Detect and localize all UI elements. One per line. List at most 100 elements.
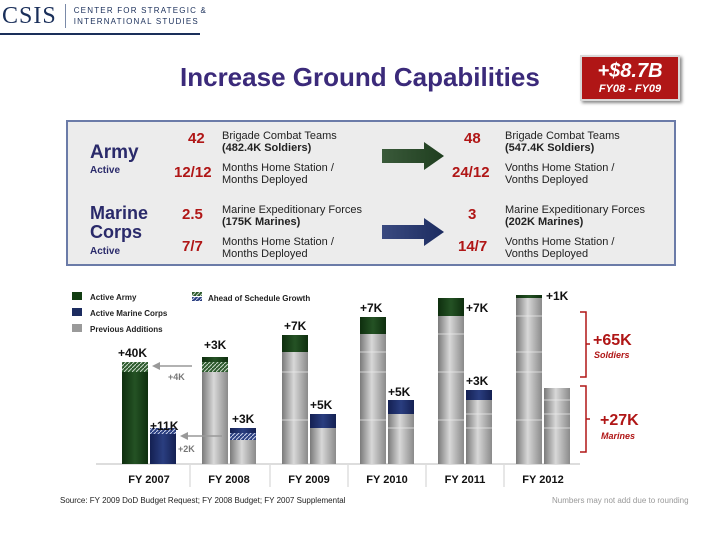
bar-fy2009-army-previous — [282, 352, 308, 464]
marine-from-ratio: 7/7 — [182, 238, 203, 255]
marine-from-mef: 2.5 — [182, 206, 203, 223]
army-to-ratio: 24/12 — [452, 164, 490, 181]
marine-from-mef-desc: Marine Expeditionary Forces (175K Marine… — [222, 204, 362, 228]
logo-line-1: CENTER FOR STRATEGIC & — [73, 6, 208, 15]
legend-active-army: Active Army — [90, 293, 137, 302]
label-fy2011-army: +7K — [466, 301, 489, 315]
army-arrow-icon — [382, 142, 444, 170]
capabilities-panel: Army Active 42 Brigade Combat Teams (482… — [66, 120, 676, 266]
legend-swatch-previous — [72, 324, 82, 332]
army-to-bct-detail: (547.4K Soldiers) — [505, 142, 595, 154]
badge-period: FY08 - FY09 — [598, 83, 662, 95]
ahead-army-label: +4K — [168, 372, 185, 382]
badge-amount: +$8.7B — [597, 60, 663, 82]
marine-from-ratio-label-2: Months Deployed — [222, 248, 308, 260]
army-from-bct-detail: (482.4K Soldiers) — [222, 142, 312, 154]
bar-grid-lines — [282, 315, 570, 429]
chart-legend: Active Army Active Marine Corps Previous… — [72, 292, 310, 334]
bar-fy2007-marine-ahead — [150, 428, 176, 434]
csis-logo: CSIS CENTER FOR STRATEGIC & INTERNATIONA… — [0, 0, 207, 32]
army-from-bct: 42 — [188, 130, 205, 147]
source-footnote: Source: FY 2009 DoD Budget Request; FY 2… — [60, 496, 346, 505]
category-fy2008: FY 2008 — [208, 474, 249, 486]
marine-label-line-2: Corps — [90, 222, 143, 242]
page-title: Increase Ground Capabilities — [180, 62, 540, 92]
budget-badge: +$8.7B FY08 - FY09 — [580, 55, 680, 101]
legend-swatch-marine — [72, 308, 82, 316]
category-fy2009: FY 2009 — [288, 474, 329, 486]
ahead-arrows — [152, 362, 222, 440]
label-fy2008-army: +3K — [204, 338, 227, 352]
bar-fy2008-army-ahead — [202, 362, 228, 372]
category-fy2007: FY 2007 — [128, 474, 169, 486]
bar-fy2012-army-previous — [516, 298, 542, 464]
army-to-ratio-label-1: Vonths Home Station / — [505, 162, 615, 174]
bar-fy2009-army — [282, 335, 308, 352]
marine-to-ratio-desc: Vonths Home Station / Vonths Deployed — [505, 236, 614, 260]
army-from-ratio-desc: Months Home Station / Months Deployed — [222, 162, 334, 186]
marine-to-mef-detail: (202K Marines) — [505, 216, 584, 228]
marine-from-mef-detail: (175K Marines) — [222, 216, 301, 228]
marine-to-ratio-label-2: Vonths Deployed — [505, 248, 589, 260]
legend-swatch-army — [72, 292, 82, 300]
marine-to-mef-desc: Marine Expeditionary Forces (202K Marine… — [505, 204, 645, 228]
category-fy2011: FY 2011 — [445, 474, 486, 486]
bar-fy2008-marine-previous — [230, 440, 256, 464]
marine-from-ratio-label-1: Months Home Station / — [222, 236, 334, 248]
bar-fy2009-marine-previous — [310, 428, 336, 464]
bar-fy2010-marine-previous — [388, 414, 414, 464]
bar-fy2010-army — [360, 317, 386, 334]
bar-fy2012-army — [516, 295, 542, 298]
label-fy2007-army: +40K — [118, 346, 147, 360]
total-soldiers-label: Soldiers — [594, 350, 630, 360]
soldiers-bracket — [580, 311, 590, 378]
marine-to-mef-label: Marine Expeditionary Forces — [505, 204, 646, 216]
logo-line-2: INTERNATIONAL STUDIES — [73, 17, 199, 26]
total-marines: +27K — [600, 412, 639, 429]
header-rule — [0, 33, 200, 35]
army-from-bct-desc: Brigade Combat Teams (482.4K Soldiers) — [222, 130, 337, 154]
label-fy2007-marine: +11K — [150, 419, 179, 433]
label-fy2012-army: +1K — [546, 289, 569, 303]
bar-fy2007-army — [122, 372, 148, 464]
label-fy2010-marine: +5K — [388, 385, 411, 399]
ahead-marine-label: +2K — [178, 444, 195, 454]
marine-from-mef-label: Marine Expeditionary Forces — [222, 204, 363, 216]
bar-fy2011-army-previous — [438, 316, 464, 464]
marines-bracket — [580, 385, 590, 453]
rounding-note: Numbers may not add due to rounding — [552, 496, 689, 505]
category-labels: FY 2007 FY 2008 FY 2009 FY 2010 FY 2011 … — [128, 474, 563, 486]
army-to-bct-label: Brigade Combat Teams — [505, 130, 620, 142]
increment-labels: +40K +11K +3K +3K +7K +5K +7K +5K +7K +3… — [118, 289, 569, 433]
label-fy2011-marine: +3K — [466, 374, 489, 388]
bar-fy2009-marine — [310, 414, 336, 428]
legend-swatch-ahead-army — [192, 292, 202, 296]
army-to-ratio-label-2: Vonths Deployed — [505, 174, 589, 186]
bar-fy2008-marine-ahead — [230, 433, 256, 440]
bar-fy2010-army-previous — [360, 334, 386, 464]
marine-sub: Active — [90, 246, 121, 257]
marine-to-ratio: 14/7 — [458, 238, 488, 255]
army-label: Army — [90, 142, 139, 163]
logo-text: CENTER FOR STRATEGIC & INTERNATIONAL STU… — [74, 5, 207, 27]
total-soldiers: +65K — [593, 332, 632, 349]
army-from-bct-label: Brigade Combat Teams — [222, 130, 337, 142]
bar-fy2011-army — [438, 298, 464, 316]
bar-fy2011-marine-previous — [466, 400, 492, 464]
label-fy2008-marine: +3K — [232, 412, 255, 426]
legend-active-marine: Active Marine Corps — [90, 309, 168, 318]
marine-label: Marine Corps — [90, 204, 148, 242]
marine-arrow-icon — [382, 218, 444, 246]
bar-fy2012-marine-previous — [544, 388, 570, 464]
marine-from-ratio-desc: Months Home Station / Months Deployed — [222, 236, 334, 260]
army-from-ratio-label-2: Months Deployed — [222, 174, 308, 186]
marine-label-line-1: Marine — [90, 203, 149, 223]
army-from-ratio: 12/12 — [174, 164, 212, 181]
growth-chart: Active Army Active Marine Corps Previous… — [72, 289, 639, 487]
category-fy2012: FY 2012 — [522, 474, 563, 486]
legend-previous: Previous Additions — [90, 325, 163, 334]
army-from-ratio-label-1: Months Home Station / — [222, 162, 334, 174]
marine-to-ratio-label-1: Vonths Home Station / — [505, 236, 615, 248]
ahead-arrow-marine-head — [180, 432, 188, 440]
label-fy2009-marine: +5K — [310, 398, 333, 412]
